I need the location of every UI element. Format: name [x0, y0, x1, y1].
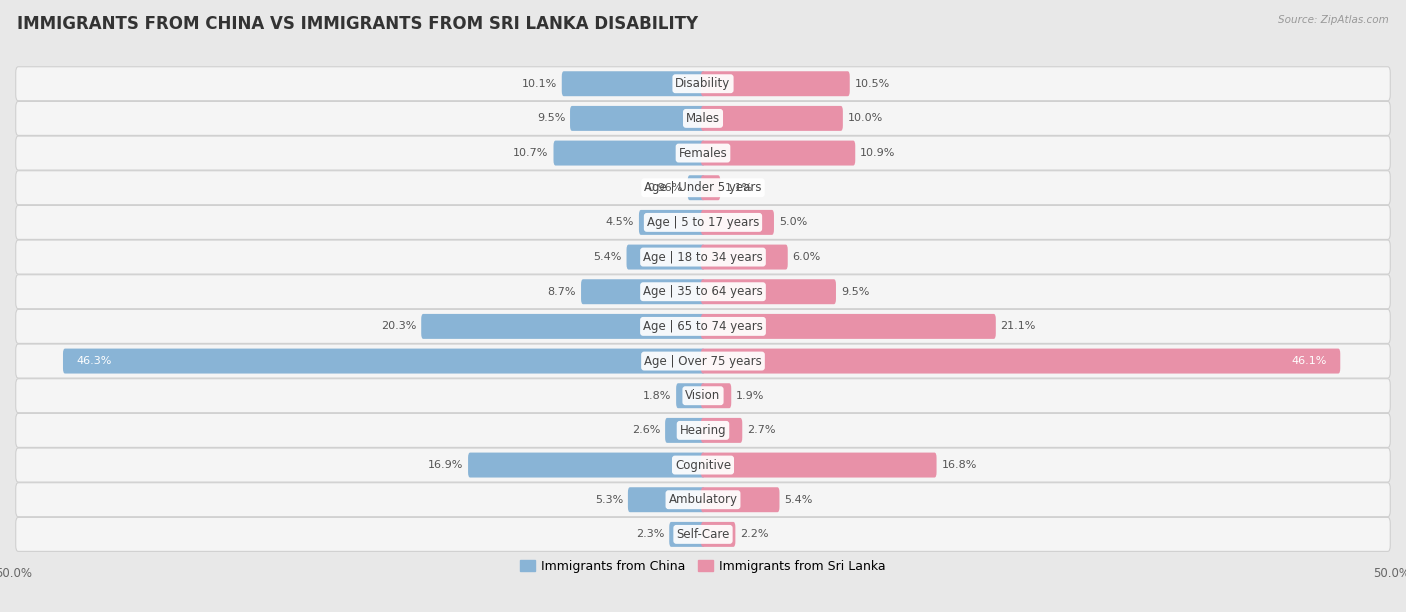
FancyBboxPatch shape — [702, 141, 855, 165]
FancyBboxPatch shape — [15, 102, 1391, 135]
Text: Females: Females — [679, 146, 727, 160]
Text: 10.7%: 10.7% — [513, 148, 548, 158]
Text: Age | Under 5 years: Age | Under 5 years — [644, 181, 762, 194]
Text: Ambulatory: Ambulatory — [668, 493, 738, 506]
Text: Hearing: Hearing — [679, 424, 727, 437]
Text: 10.0%: 10.0% — [848, 113, 883, 124]
Text: Age | 65 to 74 years: Age | 65 to 74 years — [643, 320, 763, 333]
FancyBboxPatch shape — [581, 279, 704, 304]
FancyBboxPatch shape — [702, 314, 995, 339]
FancyBboxPatch shape — [15, 275, 1391, 308]
Text: Age | 18 to 34 years: Age | 18 to 34 years — [643, 250, 763, 264]
Text: Source: ZipAtlas.com: Source: ZipAtlas.com — [1278, 15, 1389, 25]
Text: 9.5%: 9.5% — [841, 287, 869, 297]
Text: 1.9%: 1.9% — [737, 390, 765, 401]
FancyBboxPatch shape — [63, 349, 704, 373]
FancyBboxPatch shape — [665, 418, 704, 443]
Text: Age | 5 to 17 years: Age | 5 to 17 years — [647, 216, 759, 229]
FancyBboxPatch shape — [15, 136, 1391, 170]
FancyBboxPatch shape — [702, 279, 837, 304]
FancyBboxPatch shape — [554, 141, 704, 165]
FancyBboxPatch shape — [702, 106, 842, 131]
Text: 46.1%: 46.1% — [1292, 356, 1327, 366]
FancyBboxPatch shape — [15, 171, 1391, 205]
Text: 1.1%: 1.1% — [725, 183, 754, 193]
Text: Disability: Disability — [675, 77, 731, 90]
FancyBboxPatch shape — [15, 310, 1391, 343]
Text: 10.1%: 10.1% — [522, 79, 557, 89]
Text: Males: Males — [686, 112, 720, 125]
Text: 9.5%: 9.5% — [537, 113, 565, 124]
FancyBboxPatch shape — [702, 210, 773, 235]
Text: 46.3%: 46.3% — [76, 356, 111, 366]
FancyBboxPatch shape — [702, 383, 731, 408]
FancyBboxPatch shape — [15, 448, 1391, 482]
FancyBboxPatch shape — [688, 175, 704, 200]
Text: 2.2%: 2.2% — [740, 529, 769, 539]
FancyBboxPatch shape — [15, 379, 1391, 412]
FancyBboxPatch shape — [702, 453, 936, 477]
FancyBboxPatch shape — [15, 517, 1391, 551]
FancyBboxPatch shape — [562, 71, 704, 96]
Text: 16.8%: 16.8% — [942, 460, 977, 470]
FancyBboxPatch shape — [15, 344, 1391, 378]
Text: Vision: Vision — [685, 389, 721, 402]
FancyBboxPatch shape — [15, 483, 1391, 517]
FancyBboxPatch shape — [702, 71, 849, 96]
Text: 5.4%: 5.4% — [785, 494, 813, 505]
Text: Self-Care: Self-Care — [676, 528, 730, 541]
FancyBboxPatch shape — [628, 487, 704, 512]
Text: 20.3%: 20.3% — [381, 321, 416, 331]
Text: 5.4%: 5.4% — [593, 252, 621, 262]
Text: 2.6%: 2.6% — [631, 425, 661, 435]
FancyBboxPatch shape — [702, 245, 787, 269]
FancyBboxPatch shape — [702, 487, 779, 512]
FancyBboxPatch shape — [702, 418, 742, 443]
FancyBboxPatch shape — [468, 453, 704, 477]
Text: 6.0%: 6.0% — [793, 252, 821, 262]
Text: 10.5%: 10.5% — [855, 79, 890, 89]
Text: 2.7%: 2.7% — [747, 425, 776, 435]
FancyBboxPatch shape — [569, 106, 704, 131]
Text: 10.9%: 10.9% — [860, 148, 896, 158]
Text: IMMIGRANTS FROM CHINA VS IMMIGRANTS FROM SRI LANKA DISABILITY: IMMIGRANTS FROM CHINA VS IMMIGRANTS FROM… — [17, 15, 697, 33]
FancyBboxPatch shape — [702, 175, 720, 200]
Text: 0.96%: 0.96% — [648, 183, 683, 193]
FancyBboxPatch shape — [702, 522, 735, 547]
Text: Age | 35 to 64 years: Age | 35 to 64 years — [643, 285, 763, 298]
FancyBboxPatch shape — [702, 349, 1340, 373]
Text: 5.0%: 5.0% — [779, 217, 807, 228]
FancyBboxPatch shape — [627, 245, 704, 269]
Text: 1.8%: 1.8% — [643, 390, 671, 401]
FancyBboxPatch shape — [638, 210, 704, 235]
FancyBboxPatch shape — [15, 67, 1391, 101]
FancyBboxPatch shape — [676, 383, 704, 408]
Text: 4.5%: 4.5% — [606, 217, 634, 228]
Text: 2.3%: 2.3% — [636, 529, 665, 539]
Text: 16.9%: 16.9% — [427, 460, 463, 470]
Text: 8.7%: 8.7% — [548, 287, 576, 297]
Text: Cognitive: Cognitive — [675, 458, 731, 472]
FancyBboxPatch shape — [15, 413, 1391, 447]
FancyBboxPatch shape — [15, 206, 1391, 239]
FancyBboxPatch shape — [15, 240, 1391, 274]
Text: Age | Over 75 years: Age | Over 75 years — [644, 354, 762, 368]
FancyBboxPatch shape — [669, 522, 704, 547]
Text: 5.3%: 5.3% — [595, 494, 623, 505]
Legend: Immigrants from China, Immigrants from Sri Lanka: Immigrants from China, Immigrants from S… — [515, 555, 891, 578]
FancyBboxPatch shape — [422, 314, 704, 339]
Text: 21.1%: 21.1% — [1001, 321, 1036, 331]
